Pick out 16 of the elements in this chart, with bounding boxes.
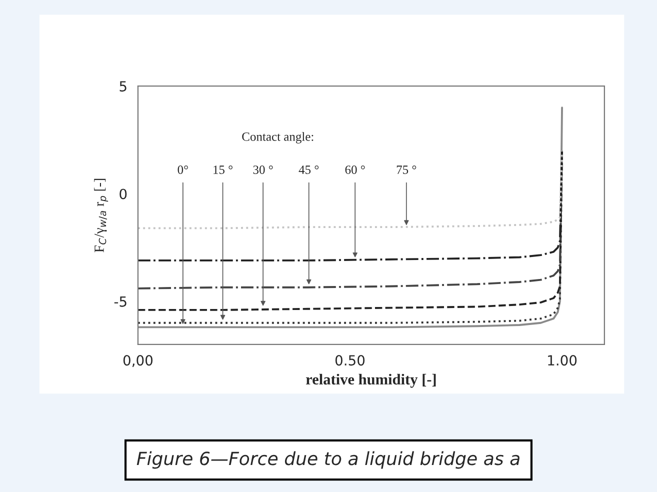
x-tick-label: 1.00 [548,355,577,366]
x-axis-title: relative humidity [-] [306,374,436,388]
caption: Figure 6—Force due to a liquid bridge as a [136,451,520,469]
annotation: 0° [178,166,188,174]
y-tick-label: 5 [120,81,126,92]
y-tick-label: 0 [120,188,127,200]
annotation: 75 ° [396,166,416,174]
annotation: 45 ° [298,166,319,174]
annotation: Contact angle: [242,132,314,144]
annotation: 15 ° [214,166,232,174]
x-tick-label: 0.50 [335,355,365,366]
annotation: 60 ° [345,166,365,174]
annotation: 30 ° [253,166,273,174]
y-axis-title: F$_{C}$/γ$_{w/a}$ r$_{p}$ [-] [94,178,108,252]
x-tick-label: 0,00 [123,355,153,367]
y-tick-label: -5 [114,296,126,307]
